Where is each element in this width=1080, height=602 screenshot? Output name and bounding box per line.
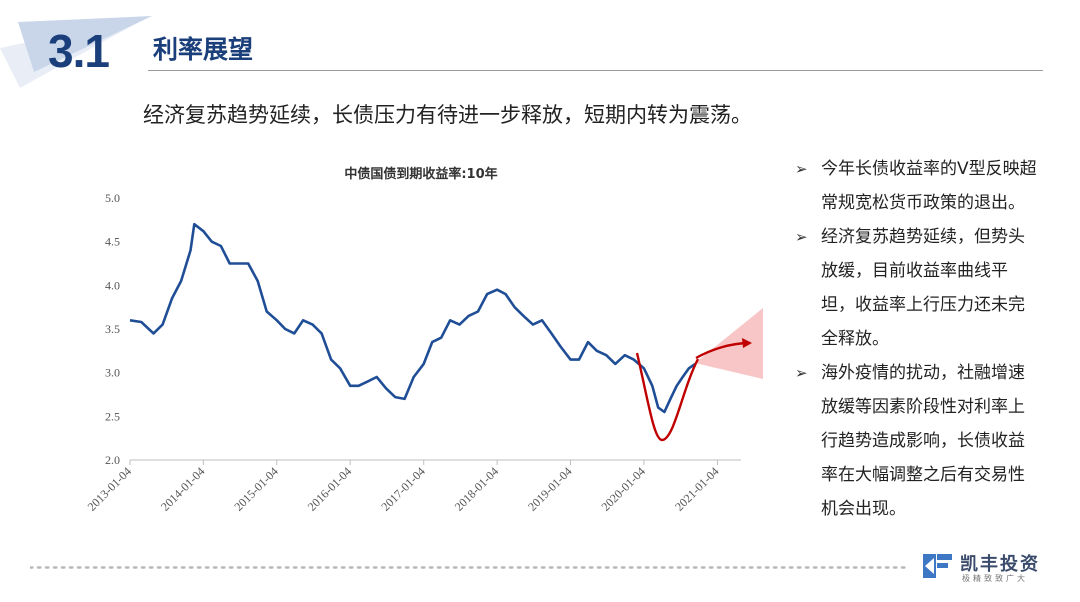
bullet-line: 机会出现。: [821, 499, 906, 519]
bullet-item-2: ➢ 经济复苏趋势延续，但势头 放缓，目前收益率曲线平 坦，收益率上行压力还未完 …: [795, 220, 1070, 356]
x-tick-label: 2019-01-04: [525, 464, 574, 513]
y-tick-label: 2.5: [105, 409, 120, 423]
series-line: [129, 222, 696, 414]
bullet-line: 常规宽松货币政策的退出。: [821, 193, 1025, 213]
slide-headline: 经济复苏趋势延续，长债压力有待进一步释放，短期内转为震荡。: [143, 103, 752, 127]
bullet-line: 率在大幅调整之后有交易性: [821, 465, 1025, 485]
chart-title: 中债国债到期收益率:10年: [344, 166, 497, 182]
x-tick-label: 2020-01-04: [599, 464, 648, 513]
x-tick-label: 2014-01-04: [158, 464, 207, 513]
forecast-arrowhead: [742, 338, 752, 348]
bullet-line: 今年长债收益率的V型反映超: [821, 159, 1037, 179]
bullet-item-1: ➢ 今年长债收益率的V型反映超 常规宽松货币政策的退出。: [795, 152, 1070, 220]
forecast-cone: [695, 308, 763, 379]
bullet-line: 全释放。: [821, 329, 889, 349]
bullet-item-3: ➢ 海外疫情的扰动，社融增速 放缓等因素阶段性对利率上 行趋势造成影响，长债收益…: [795, 356, 1070, 526]
header-banner: [0, 16, 152, 88]
bullet-line: 行趋势造成影响，长债收益: [821, 431, 1025, 451]
bullet-arrow-icon: ➢: [795, 364, 808, 382]
bullet-arrow-icon: ➢: [795, 228, 808, 246]
x-tick-label: 2017-01-04: [378, 464, 427, 513]
y-axis-ticks: 5.0 4.5 4.0 3.5 3.0 2.5 2.0: [105, 191, 120, 467]
yield-chart: 中债国债到期收益率:10年 5.0 4.5 4.0 3.5 3.0 2.5 2.0 2013…: [85, 166, 763, 514]
x-tick-label: 2018-01-04: [452, 464, 501, 513]
x-axis-ticks: 2013-01-04 2014-01-04 2015-01-04 2016-01-04…: [85, 460, 722, 514]
x-tick-label: 2021-01-04: [672, 464, 721, 513]
bullet-line: 经济复苏趋势延续，但势头: [821, 227, 1025, 247]
company-logo: 凯丰投资 极精致致广大: [922, 548, 1062, 588]
bullet-line: 放缓等因素阶段性对利率上: [821, 397, 1025, 417]
section-title: 利率展望: [153, 35, 254, 64]
y-tick-label: 4.5: [105, 235, 120, 249]
x-tick-label: 2013-01-04: [85, 464, 134, 513]
y-tick-label: 3.0: [105, 366, 120, 380]
bullet-arrow-icon: ➢: [795, 160, 808, 178]
bullet-list: ➢ 今年长债收益率的V型反映超 常规宽松货币政策的退出。 ➢ 经济复苏趋势延续，…: [795, 152, 1070, 526]
y-tick-label: 4.0: [105, 278, 120, 292]
logo-mark-icon: [923, 554, 952, 578]
logo-name: 凯丰投资: [960, 554, 1040, 575]
footer-dotted-divider: [30, 566, 910, 569]
bullet-line: 海外疫情的扰动，社融增速: [821, 363, 1025, 383]
v-shape-curve: [635, 352, 700, 442]
y-tick-label: 2.0: [105, 453, 120, 467]
title-divider: [148, 70, 1043, 71]
y-tick-label: 3.5: [105, 322, 120, 336]
bullet-line: 放缓，目前收益率曲线平: [821, 261, 1008, 281]
logo-tagline: 极精致致广大: [962, 574, 1028, 583]
y-tick-label: 5.0: [105, 191, 120, 205]
x-tick-label: 2016-01-04: [305, 464, 354, 513]
x-tick-label: 2015-01-04: [231, 464, 280, 513]
bullet-line: 坦，收益率上行压力还未完: [821, 295, 1025, 315]
section-number: 3.1: [48, 25, 110, 77]
